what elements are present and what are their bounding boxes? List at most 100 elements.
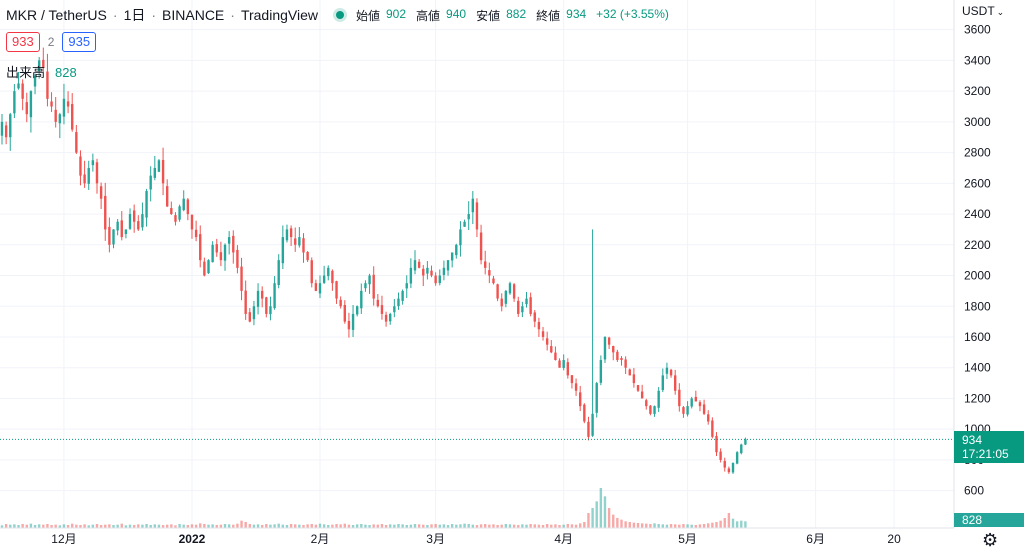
candle — [29, 90, 33, 133]
candle — [579, 385, 582, 412]
candle-body — [587, 421, 590, 437]
candle — [591, 229, 594, 437]
volume-bar — [504, 524, 508, 528]
candle-body — [87, 167, 90, 184]
volume-bar — [153, 524, 157, 528]
candle — [244, 280, 247, 320]
candle-body — [508, 283, 512, 294]
candle — [269, 296, 272, 321]
candle — [731, 462, 735, 474]
sell-price-button[interactable]: 933 — [6, 32, 40, 52]
volume-bar — [574, 524, 578, 528]
gear-icon[interactable]: ⚙ — [982, 530, 999, 550]
price-axis-labels[interactable]: 6008001000120014001600180020002200240026… — [964, 23, 991, 498]
candle — [178, 204, 181, 222]
candle — [46, 53, 49, 107]
exchange-label: BINANCE — [162, 7, 225, 23]
price-tick-label: 3200 — [964, 84, 991, 98]
candle — [665, 362, 669, 379]
volume-bar — [715, 522, 718, 528]
volume-bar — [75, 524, 78, 528]
volume-bar — [137, 524, 140, 528]
volume-bar — [595, 501, 598, 528]
currency-selector[interactable]: USDT ⌄ — [962, 4, 1004, 18]
candle — [372, 266, 375, 306]
volume-bar — [42, 524, 45, 528]
volume-bar — [25, 524, 28, 528]
volume-bar — [640, 523, 644, 528]
volume-legend[interactable]: 出来高 828 — [6, 62, 77, 81]
volume-bar — [405, 525, 408, 528]
candle-body — [0, 121, 4, 136]
candle — [153, 155, 157, 181]
candle-body — [550, 346, 553, 353]
candle — [170, 201, 173, 215]
candle — [455, 243, 458, 259]
volume-bar — [645, 523, 648, 528]
candle-body — [21, 83, 24, 99]
candle-body — [58, 114, 62, 124]
volume-bar — [612, 514, 615, 528]
candle-body — [521, 306, 524, 313]
candle — [471, 191, 475, 225]
candle — [4, 121, 8, 145]
candle-body — [83, 174, 86, 184]
candle-body — [389, 313, 392, 322]
candle — [318, 275, 322, 299]
volume-bar — [384, 525, 388, 528]
candle — [322, 265, 326, 284]
candle — [302, 233, 305, 263]
symbol-name[interactable]: MKR / TetherUS — [6, 7, 107, 23]
price-tick-label: 3000 — [964, 115, 991, 129]
volume-bar — [351, 525, 355, 528]
candle — [343, 300, 346, 324]
candle — [612, 345, 615, 361]
candle — [624, 356, 627, 375]
candle — [690, 396, 693, 409]
volume-bar — [240, 520, 243, 528]
volume-bar — [161, 525, 165, 528]
candle — [54, 97, 57, 128]
volume-bar — [682, 524, 685, 528]
candle — [467, 201, 470, 231]
candle-body — [294, 238, 297, 245]
candle — [265, 296, 268, 318]
time-axis-labels[interactable]: 12月 2022 2月 3月 4月 5月 6月 20 — [51, 532, 901, 546]
candle-body — [223, 244, 227, 261]
volume-bar — [355, 524, 359, 528]
volume-bar — [599, 488, 603, 528]
candle — [446, 260, 450, 276]
price-tick-label: 3600 — [964, 23, 991, 37]
candle-body — [665, 367, 669, 374]
volume-bar — [21, 524, 24, 528]
volume-bar — [711, 522, 714, 528]
buy-price-button[interactable]: 935 — [62, 32, 97, 52]
candle — [285, 224, 289, 243]
volume-bar — [294, 524, 297, 528]
candle — [422, 264, 425, 287]
candle — [442, 260, 446, 281]
candle — [141, 202, 144, 231]
candle — [401, 289, 404, 305]
candle-body — [682, 407, 685, 414]
candle-body — [9, 114, 12, 138]
candle-body — [178, 206, 181, 220]
candle — [545, 331, 549, 351]
candle-body — [33, 75, 37, 87]
candle — [673, 369, 677, 395]
interval-label[interactable]: 1日 — [123, 7, 146, 23]
candle-body — [108, 226, 111, 245]
candle-body — [475, 202, 479, 230]
candle — [166, 179, 169, 208]
volume-bar — [9, 524, 12, 528]
volume-bar — [417, 524, 421, 528]
candle — [207, 259, 210, 274]
price-tick-label: 2000 — [964, 269, 991, 283]
candle-body — [727, 468, 731, 473]
volume-bar — [372, 524, 375, 528]
volume-bar — [484, 524, 487, 528]
candle-body — [496, 284, 499, 299]
volume-bar — [269, 524, 272, 528]
candle-body — [256, 290, 260, 307]
